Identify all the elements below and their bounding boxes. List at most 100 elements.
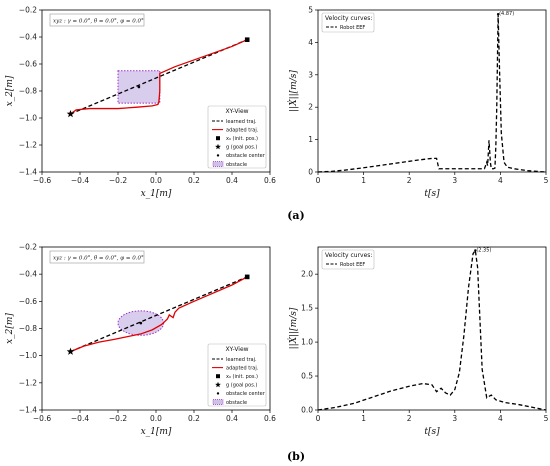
x-tick-label: 0.6: [264, 414, 276, 423]
caption-b: (b): [287, 450, 305, 463]
x-tick-label: 0.0: [150, 176, 162, 185]
obstacle-center-marker: [137, 85, 141, 89]
y-tick-label: −0.4: [19, 33, 37, 42]
peak-marker: [474, 249, 477, 252]
x-tick-label: 5: [544, 176, 549, 185]
legend-title: XY-View: [225, 346, 248, 353]
peak-marker: [496, 13, 500, 16]
y-axis-label: ||Ẋ||[m/s]: [287, 70, 299, 112]
x-axis-label: x_1[m]: [141, 189, 172, 199]
velocity-curve-line: [317, 248, 547, 411]
y-tick-label: −1.2: [19, 141, 37, 150]
y-tick-label: −1.0: [19, 114, 37, 123]
caption-a: (a): [287, 209, 305, 222]
legend-item-label: g (goal pos.): [226, 383, 257, 389]
x-tick-label: 0.4: [226, 414, 238, 423]
legend-obstacle-swatch: [212, 399, 224, 405]
start-star-marker: [66, 109, 75, 118]
y-tick-label: 2: [308, 103, 313, 112]
obstacle-center-marker: [139, 321, 143, 325]
x-tick-label: 3: [452, 176, 457, 185]
y-tick-label: −1.0: [19, 351, 37, 360]
y-tick-label: 1: [308, 135, 313, 144]
trajectory-plot-a: −0.6 −0.4 −0.2 0.0 0.2 0.4 0.6 −0.2 −0.4 −0.6 −0.8…: [5, 6, 276, 200]
y-tick-label: −1.4: [19, 168, 37, 177]
y-tick-label: 1.0: [301, 338, 313, 347]
x-tick-label: 0: [316, 414, 321, 423]
y-tick-label: −0.8: [19, 324, 37, 333]
legend-item-label: x₀ (init. pos.): [226, 374, 258, 380]
goal-square-marker: [244, 274, 250, 280]
peak-label: (4.87): [499, 11, 514, 17]
x-tick-label: 2: [407, 176, 412, 185]
legend-obstacle-swatch: [212, 161, 224, 167]
plot-frame: [317, 9, 547, 173]
legend-goal-swatch: [215, 381, 221, 388]
x-tick-label: 4: [498, 414, 503, 423]
legend-item-label: obstacle center: [226, 391, 266, 397]
legend-item-label: learned traj.: [226, 119, 257, 125]
legend-item-label: adapted traj.: [226, 365, 259, 371]
x-tick-label: 1: [361, 414, 366, 423]
pose-info-box: [49, 13, 145, 27]
velocity-plot-a: 0 1 2 3 4 5 0 1 2 3 4 5 t[s] ||Ẋ||[m/s] (4.87) Velocity…: [287, 6, 549, 200]
trajectory-plot-b: −0.6 −0.4 −0.2 0.0 0.2 0.4 0.6 −0.2 −0.4 −0.6 −0.8…: [5, 243, 276, 438]
legend-item-label: Robot EEF: [340, 262, 365, 268]
legend-init-swatch: [216, 136, 220, 141]
y-tick-label: 0.0: [301, 406, 313, 415]
y-tick-label: −1.2: [19, 378, 37, 387]
x-tick-label: −0.6: [33, 414, 51, 423]
x-tick-label: −0.4: [71, 414, 89, 423]
pose-info-box: [49, 250, 145, 264]
legend-title: XY-View: [225, 108, 248, 115]
legend-item-label: g (goal pos.): [226, 145, 257, 151]
y-axis-label: x_2[m]: [5, 75, 15, 106]
x-tick-label: 4: [498, 176, 503, 185]
y-tick-label: −0.8: [19, 87, 37, 96]
x-tick-label: 0.0: [150, 414, 162, 423]
legend-center-swatch: [216, 392, 220, 395]
y-tick-label: 0: [308, 168, 313, 177]
legend-item-label: Robot EEF: [340, 25, 365, 31]
legend-title: Velocity curves:: [325, 252, 372, 259]
legend-item-label: obstacle: [226, 162, 247, 168]
legend-item-label: obstacle center: [226, 153, 266, 159]
pose-info-text: xyz : γ = 0.0°, θ = 0.0°, φ = 0.0°: [53, 256, 144, 262]
adapted-trajectory-line: [70, 276, 248, 353]
y-tick-label: 4: [308, 38, 313, 47]
legend-init-swatch: [216, 374, 220, 379]
x-tick-label: 0.6: [264, 176, 276, 185]
velocity-plot-b: 0 1 2 3 4 5 0.0 0.5 1.0 1.5 2.0 t[s] ||Ẋ||[m/s] (2.35…: [287, 246, 549, 437]
x-tick-label: 3: [452, 414, 457, 423]
x-tick-label: −0.4: [71, 176, 89, 185]
x-tick-label: 1: [361, 176, 366, 185]
y-tick-label: 3: [308, 70, 313, 79]
x-tick-label: 0.4: [226, 176, 238, 185]
y-tick-label: −0.6: [19, 297, 37, 306]
y-tick-label: 0.5: [301, 372, 313, 381]
x-tick-label: 0: [316, 176, 321, 185]
x-axis-label: t[s]: [424, 427, 440, 437]
y-tick-label: 5: [308, 6, 313, 15]
velocity-curve-line: [317, 14, 547, 173]
y-tick-label: 1.5: [301, 304, 313, 313]
adapted-trajectory-line: [70, 39, 248, 115]
y-axis-label: x_2[m]: [5, 313, 15, 344]
x-tick-label: 0.2: [188, 176, 200, 185]
legend-goal-swatch: [215, 143, 221, 150]
y-tick-label: −0.2: [19, 6, 37, 15]
pose-info-text: xyz : γ = 0.0°, θ = 0.0°, φ = 0.0°: [53, 19, 144, 25]
legend-item-label: adapted traj.: [226, 127, 259, 133]
legend-item-label: learned traj.: [226, 357, 257, 363]
legend-item-label: x₀ (init. pos.): [226, 136, 258, 142]
y-axis-label: ||Ẋ||[m/s]: [287, 307, 299, 349]
x-tick-label: −0.2: [109, 176, 127, 185]
legend-item-label: obstacle: [226, 400, 247, 406]
start-star-marker: [66, 347, 75, 355]
legend-center-swatch: [216, 154, 220, 157]
y-tick-label: −0.4: [19, 270, 37, 279]
legend-title: Velocity curves:: [325, 15, 372, 22]
goal-square-marker: [244, 37, 250, 42]
x-tick-label: 0.2: [188, 414, 200, 423]
